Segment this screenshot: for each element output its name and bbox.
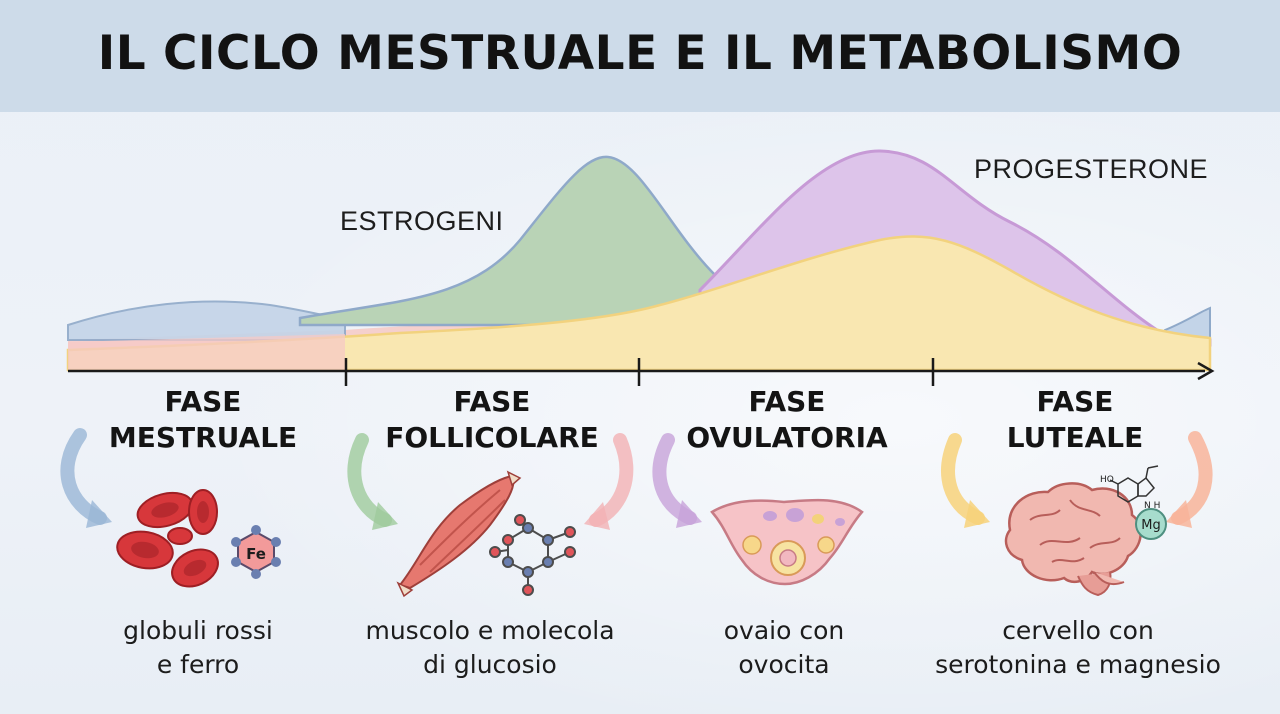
brain-icon [1004,482,1142,597]
phase-ovulatory-line1: FASE [748,385,826,418]
axis-arrowhead [1197,361,1215,381]
arrowhead-follicular-right-icon [584,502,610,530]
iron-symbol: Fe [246,545,266,563]
serotonin-molecule-icon: HO N H [1100,465,1160,511]
caption-ovulatory-line2: ovocita [738,650,830,679]
phase-follicular-line2: FOLLICOLARE [385,421,599,454]
serotonin-ho-label: HO [1100,475,1114,485]
arrowhead-ovulatory-icon [676,500,702,528]
phase-follicular-title: FASE FOLLICOLARE [352,384,632,456]
phase-luteal-line1: FASE [1036,385,1114,418]
ovary-icon [710,498,864,586]
glucose-molecule-icon [489,514,576,596]
muscle-icon [396,470,522,598]
phase-ovulatory-line2: OVULATORIA [686,421,888,454]
estrogen-label: ESTROGENI [340,206,504,236]
caption-follicular: muscolo e molecola di glucosio [320,614,660,682]
magnesium-symbol: Mg [1141,518,1160,533]
phase-ovulatory-title: FASE OVULATORIA [647,384,927,456]
caption-menstrual: globuli rossi e ferro [28,614,368,682]
caption-luteal-line1: cervello con [1002,616,1154,645]
red-blood-cells-icon [116,489,219,588]
phase-menstrual-line1: FASE [164,385,242,418]
caption-luteal-line2: serotonina e magnesio [935,650,1221,679]
caption-menstrual-line2: e ferro [156,650,240,679]
phase-menstrual-line2: MESTRUALE [108,421,298,454]
phase-luteal-line2: LUTEALE [1006,421,1144,454]
arrowhead-luteal-left-icon [964,500,990,528]
progesterone-label: PROGESTERONE [974,154,1209,184]
arrowhead-luteal-right-icon [1166,500,1192,528]
arrowhead-follicular-left-icon [372,502,398,530]
phase-follicular-line1: FASE [453,385,531,418]
caption-menstrual-line1: globuli rossi [123,616,273,645]
caption-luteal: cervello con serotonina e magnesio [908,614,1248,682]
menstrual-tint [68,334,345,370]
caption-ovulatory: ovaio con ovocita [614,614,954,682]
caption-ovulatory-line1: ovaio con [723,616,845,645]
phase-luteal-title: FASE LUTEALE [935,384,1215,456]
caption-follicular-line2: di glucosio [423,650,557,679]
arrowhead-menstrual-icon [86,500,112,528]
caption-follicular-line1: muscolo e molecola [365,616,615,645]
serotonin-nh-label: N H [1144,501,1160,511]
page-title: IL CICLO MESTRUALE E IL METABOLISMO [97,26,1183,81]
magnesium-icon: Mg [1135,508,1167,540]
phase-menstrual-title: FASE MESTRUALE [63,384,343,456]
iron-molecule-icon: Fe [231,525,281,579]
header-band [0,0,1280,112]
